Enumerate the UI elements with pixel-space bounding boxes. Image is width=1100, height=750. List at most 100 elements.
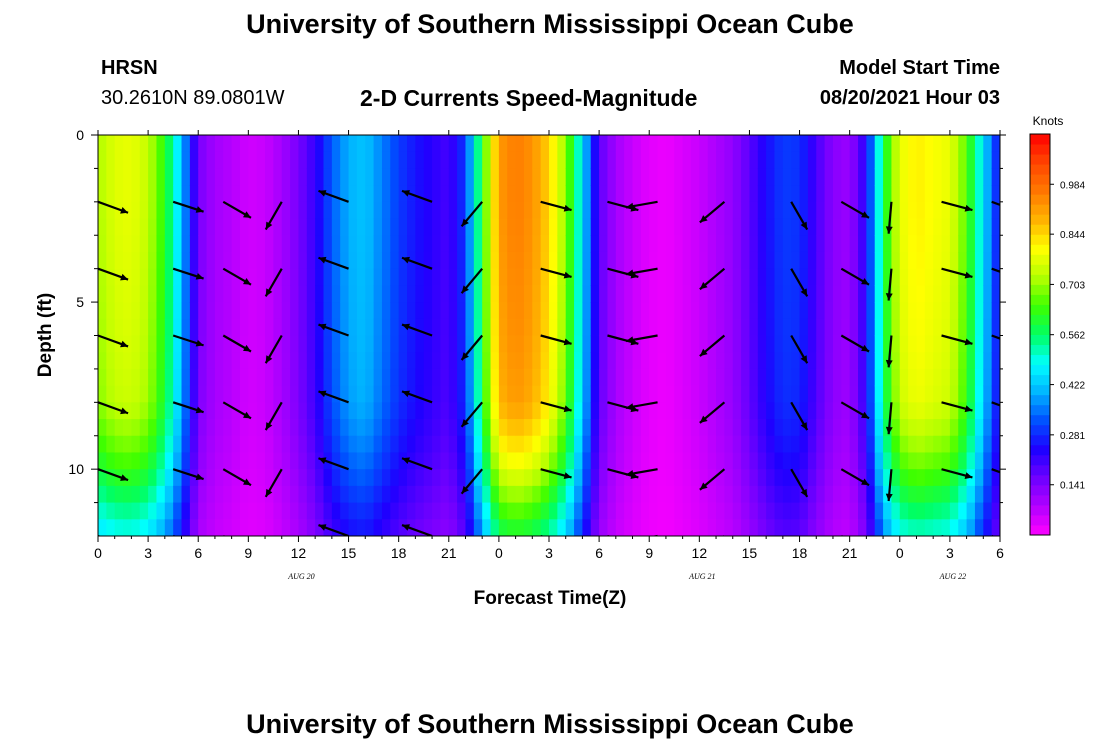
heat-cell: [398, 268, 408, 286]
heat-cell: [741, 469, 751, 487]
heat-cell: [707, 251, 717, 270]
heat-cell: [807, 368, 817, 387]
heat-cell: [966, 235, 976, 253]
heat-cell: [874, 201, 884, 220]
heat-cell: [348, 168, 358, 186]
heat-cell: [156, 218, 166, 236]
heat-cell: [908, 201, 918, 220]
heat-cell: [365, 502, 375, 520]
heat-cell: [239, 502, 249, 520]
heat-cell: [407, 352, 416, 370]
heat-cell: [682, 285, 692, 303]
heat-cell: [198, 251, 208, 270]
heat-cell: [515, 285, 525, 303]
heat-cell: [214, 168, 224, 186]
heat-cell: [690, 452, 700, 470]
vector-head: [1014, 207, 1022, 214]
heat-cell: [256, 168, 266, 186]
heat-cell: [290, 285, 300, 303]
heat-cell: [841, 302, 851, 320]
heat-cell: [239, 302, 249, 320]
heat-cell: [933, 268, 943, 286]
heat-cell: [891, 452, 901, 470]
heat-cell: [507, 469, 517, 487]
vector-head: [861, 344, 870, 352]
heat-cell: [916, 251, 926, 270]
heat-cell: [148, 519, 158, 536]
heat-cell: [699, 469, 709, 487]
heat-cell: [849, 185, 859, 203]
heat-cell: [665, 519, 675, 536]
heat-cell: [757, 135, 767, 153]
heat-cell: [615, 385, 625, 403]
heat-cell: [615, 335, 625, 353]
vector-shaft: [991, 401, 1000, 407]
heat-cell: [624, 218, 634, 236]
heat-cell: [899, 469, 909, 487]
heat-cell: [482, 335, 492, 353]
heat-cell: [290, 469, 300, 487]
heat-cell: [816, 251, 826, 270]
heat-cell: [473, 469, 483, 487]
heat-cell: [265, 235, 274, 253]
heat-cell: [482, 435, 492, 454]
heat-cell: [866, 452, 876, 470]
heat-cell: [974, 268, 984, 286]
heat-cell: [523, 251, 533, 270]
heat-cell: [916, 235, 926, 253]
heat-cell: [206, 285, 216, 303]
vector-head: [120, 474, 129, 481]
heat-cell: [273, 452, 283, 470]
heat-cell: [924, 469, 934, 487]
heat-cell: [858, 218, 867, 236]
heat-cell: [991, 352, 1000, 370]
heat-cell: [724, 469, 734, 487]
heat-cell: [423, 335, 433, 353]
heat-cell: [574, 218, 584, 236]
x-tick-label: 0: [495, 545, 503, 561]
heat-cell: [440, 485, 450, 504]
heat-cell: [690, 218, 700, 236]
heat-cell: [281, 419, 291, 437]
heat-cell: [507, 485, 517, 504]
heat-cell: [665, 335, 675, 353]
heat-cell: [707, 151, 717, 170]
heat-cell: [164, 385, 174, 403]
heat-cell: [941, 419, 951, 437]
heat-cell: [114, 452, 124, 470]
heat-cell: [306, 168, 316, 186]
heat-cell: [665, 251, 675, 270]
heat-cell: [398, 135, 408, 153]
heat-cell: [949, 368, 959, 387]
heat-cell: [498, 218, 508, 236]
heat-cell: [757, 318, 767, 337]
heat-cell: [599, 251, 609, 270]
heat-cell: [582, 218, 592, 236]
heat-cell: [983, 268, 993, 286]
heat-cell: [858, 352, 867, 370]
heat-cell: [949, 302, 959, 320]
heat-cell: [724, 201, 734, 220]
heat-cell: [173, 419, 183, 437]
heat-cell: [373, 402, 383, 420]
heat-cell: [774, 151, 784, 170]
heat-cell: [457, 168, 467, 186]
heat-cell: [640, 268, 650, 286]
heat-cell: [724, 235, 734, 253]
heat-cell: [707, 218, 717, 236]
heat-cell: [574, 435, 584, 454]
colorbar-cell: [1030, 274, 1050, 285]
heat-cell: [832, 268, 842, 286]
heat-cell: [824, 135, 834, 153]
heat-cell: [440, 268, 450, 286]
heat-cell: [365, 452, 375, 470]
heat-cell: [114, 502, 124, 520]
heat-cell: [281, 402, 291, 420]
heat-cell: [707, 302, 717, 320]
heat-cell: [883, 502, 893, 520]
heat-cell: [348, 419, 358, 437]
heat-cell: [356, 502, 366, 520]
heat-cell: [574, 302, 584, 320]
heat-cell: [523, 302, 533, 320]
heat-cell: [549, 419, 558, 437]
